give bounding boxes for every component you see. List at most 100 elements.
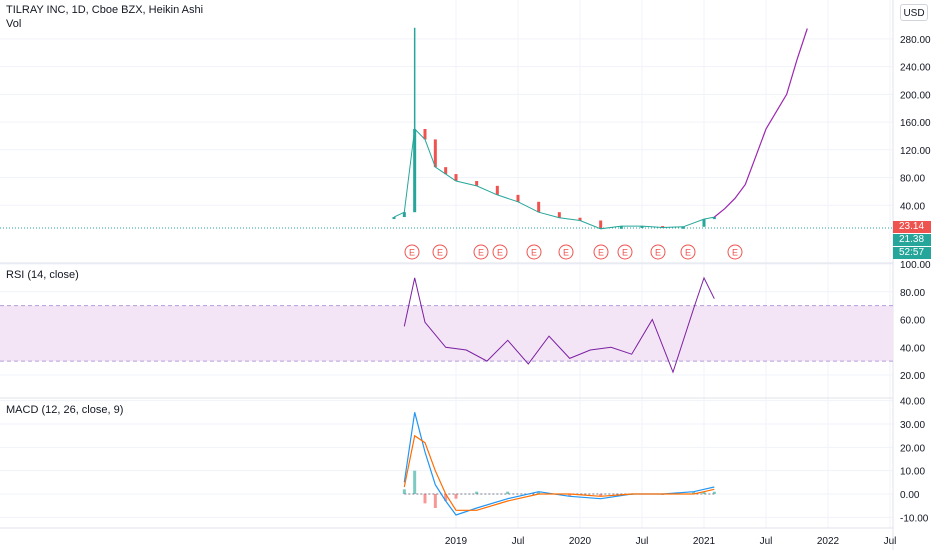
previous-price-badge: 21.38 [893,234,931,246]
currency-button[interactable]: USD [900,4,928,21]
price-axis-tick: 280.00 [900,35,931,46]
macd-plot [402,412,716,516]
macd-histogram-bar [444,494,448,501]
price-candle [444,167,448,175]
earnings-marker[interactable]: E [473,244,489,260]
macd-histogram-bar [568,494,572,497]
pane-separators [0,0,894,550]
rsi-axis-tick: 20.00 [900,371,925,382]
macd-histogram-bar [537,491,541,494]
earnings-marker[interactable]: E [432,244,448,260]
earnings-marker[interactable]: E [526,244,542,260]
macd-histogram-bar [506,491,510,494]
earnings-marker[interactable]: E [617,244,633,260]
price-candle [681,226,685,229]
price-candle [495,185,499,195]
earnings-marker-circle [526,244,542,260]
price-axis-tick: 240.00 [900,63,931,74]
macd-label[interactable]: MACD (12, 26, close, 9) [6,404,124,416]
price-candle [702,219,706,227]
projection-line [713,28,808,218]
time-axis-label: Jul [884,536,897,547]
macd-histogram-bar [702,491,706,494]
earnings-marker-label: E [622,248,628,258]
macd-axis-tick: 40.00 [900,397,925,408]
earnings-marker-circle [617,244,633,260]
time-axis-label: 2019 [445,536,468,547]
rsi-plot [403,276,715,374]
price-candle [423,129,427,140]
earnings-marker-label: E [478,248,484,258]
macd-histogram-bar [402,489,406,494]
earnings-marker-label: E [531,248,537,258]
macd-histogram-bar [692,491,696,494]
price-candle [413,129,417,213]
macd-axis-tick: -10.00 [900,513,929,524]
macd-histogram-bar [433,494,437,508]
time-axis-label: Jul [512,536,525,547]
earnings-marker-label: E [497,248,503,258]
volume-label[interactable]: Vol [6,18,22,30]
earnings-marker-circle [650,244,666,260]
price-axis-tick: 40.00 [900,201,925,212]
earnings-marker-label: E [685,248,691,258]
macd-axis-tick: 30.00 [900,420,925,431]
price-candle [712,217,716,220]
rsi-line [403,276,715,374]
macd-histogram-bar [413,470,417,494]
price-plot [0,27,893,230]
macd-axis-tick: 20.00 [900,443,925,454]
earnings-marker-circle [432,244,448,260]
price-candle [516,194,520,202]
price-candle [475,181,479,186]
symbol-title[interactable]: TILRAY INC, 1D, Cboe BZX, Heikin Ashi [6,4,204,16]
time-axis-label: 2021 [693,536,716,547]
rsi-axis-tick: 80.00 [900,288,925,299]
rsi-label[interactable]: RSI (14, close) [6,269,79,281]
price-candle [454,174,458,181]
earnings-marker[interactable]: E [650,244,666,260]
macd-histogram-bar [712,491,716,494]
rsi-axis-tick: 40.00 [900,343,925,354]
time-axis-label: 2020 [569,536,592,547]
last-price-badge: 23.14 [893,221,931,233]
y-axes[interactable]: 280.00 240.00 200.00 160.00 120.00 80.00 40.00… [900,35,931,524]
macd-axis-tick: 0.00 [900,490,920,501]
time-axis-label: Jul [760,536,773,547]
bar-countdown-badge: 52:57 [893,247,931,259]
price-candle [392,217,396,220]
earnings-marker-label: E [732,248,738,258]
earnings-marker-label: E [563,248,569,258]
earnings-marker-circle [680,244,696,260]
earnings-marker-circle [727,244,743,260]
rsi-band [0,305,893,362]
earnings-marker[interactable]: E [680,244,696,260]
time-axis-label: 2022 [817,536,840,547]
price-axis-tick: 80.00 [900,174,925,185]
earnings-marker[interactable]: E [593,244,609,260]
earnings-marker[interactable]: E [558,244,574,260]
macd-line [403,412,715,516]
price-candle [619,226,623,229]
signal-line [403,434,715,511]
earnings-marker[interactable]: E [727,244,743,260]
earnings-marker[interactable]: E [404,244,420,260]
macd-axis-tick: 10.00 [900,467,925,478]
price-axis-tick: 120.00 [900,146,931,157]
earnings-marker-circle [593,244,609,260]
price-candle [640,226,644,229]
earnings-marker-label: E [409,248,415,258]
time-axis[interactable]: 2019 Jul 2020 Jul 2021 Jul 2022 Jul [445,536,897,547]
macd-histogram-bar [423,494,427,504]
macd-histogram-bar [454,494,458,499]
earnings-marker-label: E [598,248,604,258]
price-candle [537,201,541,213]
price-candle [578,217,582,221]
earnings-marker[interactable]: E [492,244,508,260]
earnings-marker-label: E [437,248,443,258]
macd-histogram-bar [475,491,479,494]
earnings-marker-circle [404,244,420,260]
price-axis-tick: 200.00 [900,90,931,101]
